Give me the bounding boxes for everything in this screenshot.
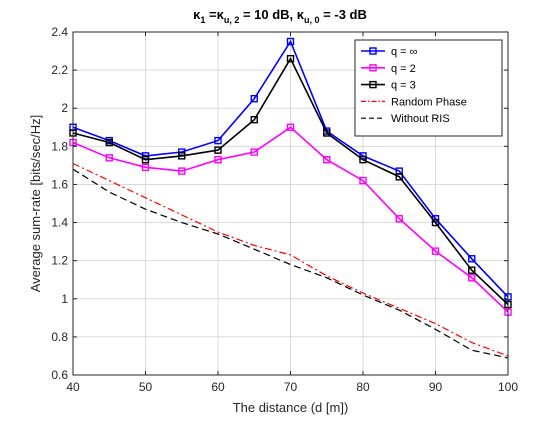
data-point [214, 146, 222, 154]
x-tick-label: 80 [356, 380, 370, 394]
axes: 40 50 60 70 80 90 100 0.6 0.8 1 1.2 1.4 1.6 1.8 2 2.2 2.… [51, 25, 518, 394]
y-tick-label: 2 [61, 101, 68, 115]
legend-item: q = 3 [361, 80, 416, 92]
x-tick-label: 100 [498, 380, 518, 394]
legend-label: Without RIS [391, 113, 450, 125]
x-tick-label: 70 [284, 380, 298, 394]
data-point [286, 37, 295, 46]
data-point [468, 266, 476, 274]
series-line [72, 126, 509, 313]
legend-item: Without RIS [361, 113, 450, 125]
data-point [395, 173, 403, 181]
series-line [72, 39, 509, 298]
x-tick-label: 90 [429, 380, 443, 394]
legend-item: Random Phase [361, 96, 467, 108]
data-point [178, 152, 186, 160]
data-point [214, 136, 222, 145]
data-point [250, 148, 258, 156]
y-tick-label: 0.6 [51, 368, 68, 382]
legend-label: q = 2 [391, 63, 416, 75]
series-3 [72, 162, 509, 357]
data-point [468, 255, 476, 263]
y-tick-label: 2.4 [51, 25, 68, 39]
x-tick-label: 60 [211, 380, 225, 394]
data-point [214, 155, 222, 164]
y-tick-label: 2.2 [51, 63, 68, 77]
y-axis-label: Average sum-rate [bits/sec/Hz] [28, 115, 43, 293]
data-point [323, 155, 331, 164]
legend-label: Random Phase [391, 96, 467, 108]
x-tick-label: 40 [66, 380, 80, 394]
series-4 [72, 168, 509, 359]
legend: q = ∞ q = 2 q = 3 Random Phase Without RIS [354, 39, 503, 137]
data-point [178, 167, 186, 175]
data-point [323, 129, 331, 137]
data-point [141, 155, 150, 164]
legend-marker [369, 64, 377, 72]
legend-label: q = ∞ [391, 46, 418, 58]
data-point [431, 218, 440, 227]
x-axis-label: The distance (d [m]) [233, 400, 349, 415]
data-point [250, 115, 258, 124]
data-point [105, 154, 113, 162]
data-point [286, 123, 295, 131]
y-tick-label: 0.8 [51, 330, 68, 344]
y-tick-label: 1.8 [51, 139, 68, 153]
data-point [286, 54, 295, 63]
legend-box [354, 39, 503, 137]
y-tick-label: 1.6 [51, 177, 68, 191]
y-tick-label: 1.2 [51, 254, 68, 268]
series-line [72, 162, 509, 357]
data-point [141, 163, 150, 171]
legend-item: q = 2 [361, 63, 416, 75]
x-tick-label: 50 [139, 380, 153, 394]
data-point [105, 138, 113, 147]
legend-marker [369, 47, 377, 55]
chart-title: κ1 =κu, 2 = 10 dB, κu, 0 = -3 dB [193, 7, 367, 25]
data-point [359, 155, 367, 164]
legend-item: q = ∞ [361, 46, 418, 58]
data-point [468, 274, 476, 282]
y-tick-label: 1.4 [51, 216, 68, 230]
data-point [250, 94, 258, 103]
data-point [395, 215, 403, 223]
legend-marker [369, 80, 377, 89]
data-point [431, 247, 440, 255]
data-point [178, 148, 186, 156]
series-line [72, 168, 509, 359]
series-line [72, 57, 509, 306]
y-tick-label: 1 [61, 292, 68, 306]
data-point [359, 176, 367, 185]
legend-label: q = 3 [391, 80, 416, 92]
